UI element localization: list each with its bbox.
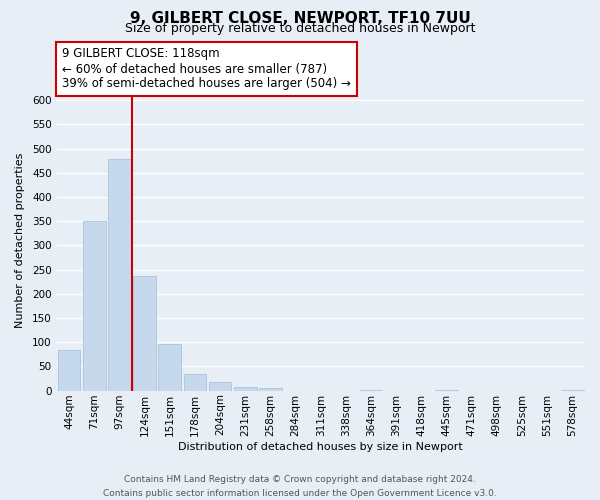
Bar bbox=[158, 344, 181, 391]
Text: Size of property relative to detached houses in Newport: Size of property relative to detached ho… bbox=[125, 22, 475, 35]
Bar bbox=[209, 382, 232, 390]
Bar bbox=[83, 221, 106, 390]
Bar bbox=[58, 350, 80, 391]
Bar bbox=[259, 388, 282, 390]
Text: 9 GILBERT CLOSE: 118sqm
← 60% of detached houses are smaller (787)
39% of semi-d: 9 GILBERT CLOSE: 118sqm ← 60% of detache… bbox=[62, 48, 351, 90]
Text: 9, GILBERT CLOSE, NEWPORT, TF10 7UU: 9, GILBERT CLOSE, NEWPORT, TF10 7UU bbox=[130, 11, 470, 26]
Text: Contains HM Land Registry data © Crown copyright and database right 2024.
Contai: Contains HM Land Registry data © Crown c… bbox=[103, 476, 497, 498]
Bar bbox=[184, 374, 206, 390]
Bar bbox=[108, 159, 131, 390]
Y-axis label: Number of detached properties: Number of detached properties bbox=[15, 153, 25, 328]
Bar bbox=[234, 387, 257, 390]
Bar bbox=[133, 276, 156, 390]
X-axis label: Distribution of detached houses by size in Newport: Distribution of detached houses by size … bbox=[178, 442, 463, 452]
